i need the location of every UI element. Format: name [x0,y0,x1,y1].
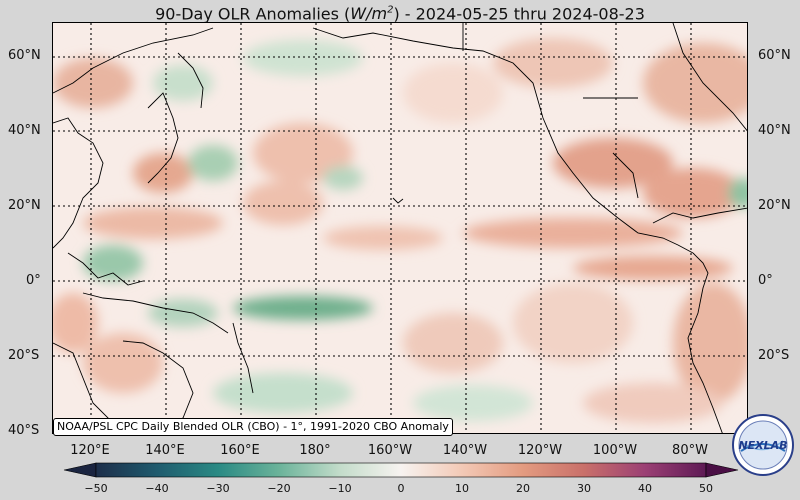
olr-anomaly-map [52,22,748,434]
lat-label-right-40n: 40°N [758,123,791,138]
colorbar-tick-label: 20 [516,482,530,495]
colorbar-high-extend [705,462,739,478]
gridlines [53,23,747,433]
lat-label-left-20n: 20°N [8,198,41,213]
lon-label-100w: 100°W [592,443,638,458]
logo-text: NEXLAB [738,439,787,452]
lon-label-160e: 160°E [220,443,260,458]
colorbar-tick-label: −30 [206,482,230,495]
colorbar-tick-label: −20 [267,482,291,495]
lat-label-left-40s: 40°S [8,423,40,438]
colorbar [63,462,739,478]
colorbar-tick-label: −10 [328,482,352,495]
lat-label-left-20s: 20°S [8,348,40,363]
colorbar-tick-label: −40 [145,482,169,495]
data-source-caption: NOAA/PSL CPC Daily Blended OLR (CBO) - 1… [53,418,453,436]
noaa-lab-logo: NEXLAB [732,414,794,476]
lon-label-180: 180° [299,443,331,458]
lat-label-left-eq: 0° [26,273,41,288]
colorbar-tick-label: 40 [638,482,652,495]
colorbar-gradient [95,462,707,478]
lon-label-120e: 120°E [70,443,110,458]
lon-label-160w: 160°W [367,443,413,458]
lat-label-left-40n: 40°N [8,123,41,138]
colorbar-tick-label: 10 [455,482,469,495]
lat-label-right-eq: 0° [758,273,773,288]
colorbar-low-extend [63,462,97,478]
lon-label-140e: 140°E [145,443,185,458]
lon-label-140w: 140°W [442,443,488,458]
colorbar-tick-label: −50 [84,482,108,495]
map-canvas [53,23,747,433]
lat-label-left-60n: 60°N [8,48,41,63]
lon-label-80w: 80°W [672,443,708,458]
coastlines [53,23,747,433]
lat-label-right-60n: 60°N [758,48,791,63]
lon-label-120w: 120°W [517,443,563,458]
colorbar-tick-label: 0 [397,482,405,495]
lat-label-right-20s: 20°S [758,348,790,363]
colorbar-tick-label: 30 [577,482,591,495]
lat-label-right-20n: 20°N [758,198,791,213]
colorbar-tick-label: 50 [699,482,713,495]
anomaly-field [53,38,747,423]
map-title: 90-Day OLR Anomalies (W/m2) - 2024-05-25… [155,4,645,24]
